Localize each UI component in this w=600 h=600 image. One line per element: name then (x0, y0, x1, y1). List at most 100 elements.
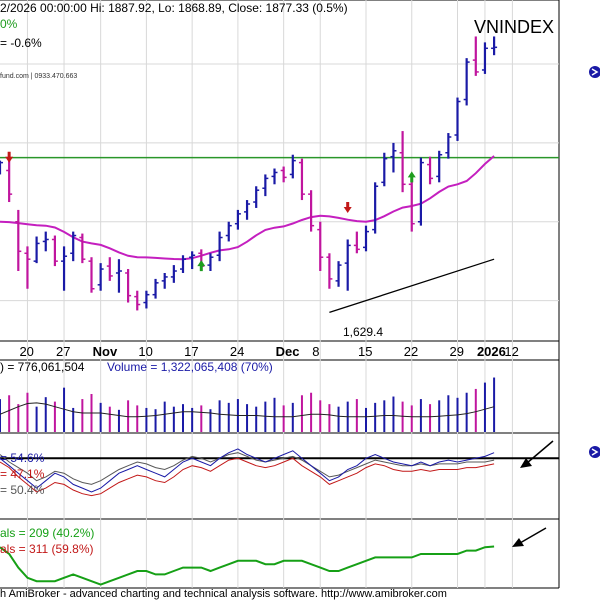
ohlc-bar (42, 231, 49, 252)
ohlc-bar (88, 257, 95, 293)
ohlc-bar (308, 190, 315, 232)
arrow-head (520, 458, 532, 468)
ohlc-bar (289, 154, 296, 179)
x-tick-label: 24 (230, 344, 244, 359)
volume-panel: ) = 776,061,504 Volume = 1,322,065,408 (… (0, 360, 496, 432)
ohlc-bar (326, 253, 333, 289)
x-tick-label: 29 (450, 344, 464, 359)
ohlc-bar (125, 269, 132, 303)
ohlc-bar (143, 290, 150, 309)
ohlc-bar (262, 174, 269, 197)
ohlc-bar (472, 36, 479, 76)
signal-arrows (5, 151, 416, 272)
x-tick-label: 17 (184, 344, 198, 359)
ohlc-bar (6, 160, 13, 203)
ohlc-bar (335, 261, 342, 287)
ohlc-bar (189, 251, 196, 270)
breadth-panel: = 54.6% = 47.1% = 50.4% (0, 440, 600, 497)
advance-decline-label: als = 311 (59.8%) (0, 542, 94, 556)
ohlc-bar (271, 168, 278, 185)
ohlc-bar (481, 42, 488, 74)
nav-arrow-circle (589, 446, 600, 458)
arrow-shaft (519, 527, 547, 544)
ohlc-bar (216, 231, 223, 262)
footer: h AmiBroker - advanced charting and tech… (0, 588, 447, 600)
panel-frames (0, 0, 560, 589)
arrow-icon (520, 440, 554, 468)
ohlc-bar (152, 278, 159, 299)
ohlc-bar (427, 156, 434, 185)
ohlc-bar (33, 236, 40, 264)
ohlc-bar (225, 221, 232, 242)
x-tick-label: 8 (312, 344, 319, 359)
buy-arrow-icon (407, 171, 416, 183)
arrow-shaft (526, 440, 554, 464)
ohlc-bar (79, 233, 86, 264)
advance-decline-panel: als = 209 (40.2%) als = 311 (59.8%) (0, 526, 547, 586)
ohlc-bar (134, 290, 141, 311)
breadth-series-line (0, 457, 495, 497)
ohlc-bar (399, 131, 406, 193)
nav-arrow-circle (589, 66, 600, 78)
ohlc-bar (180, 255, 186, 273)
sell-arrow-icon (343, 201, 352, 213)
chart-title: VNINDEX (474, 17, 554, 37)
ohlc-bar (234, 209, 241, 230)
ohlc-bar (244, 200, 251, 220)
nav-arrow-chevron (591, 68, 599, 76)
volume-average-line (0, 402, 495, 418)
gridlines (0, 0, 559, 588)
watermark: fund.com | 0933.470.663 (0, 73, 77, 80)
x-tick-label: 15 (358, 344, 372, 359)
ohlc-bar (372, 182, 379, 234)
ohlc-bar (344, 239, 351, 291)
breadth-label: = 54.6% (0, 451, 45, 465)
ohlc-bar (280, 166, 287, 183)
right-arrow-icon[interactable] (589, 446, 600, 458)
volume-average (0, 402, 495, 418)
advance-decline-labels: als = 209 (40.2%) als = 311 (59.8%) (0, 526, 94, 556)
x-tick-label: 12 (504, 344, 518, 359)
volume-bars (0, 377, 496, 432)
advance-decline-label: als = 209 (40.2%) (0, 526, 94, 540)
ohlc-bar (491, 36, 498, 56)
ohlc-bar (253, 186, 260, 208)
ohlc-bar (161, 272, 168, 289)
ohlc-bar (417, 157, 424, 226)
ohlc-bar (97, 263, 104, 291)
buy-arrow-icon (197, 260, 206, 272)
ohlc-bar (115, 259, 122, 293)
volume-header: ) = 776,061,504 (0, 360, 85, 374)
ohlc-bar (298, 158, 305, 201)
breadth-labels: = 54.6% = 47.1% = 50.4% (0, 451, 45, 497)
ohlc-bar (408, 178, 415, 232)
breadth-label: = 50.4% (0, 483, 45, 497)
x-tick-label: 20 (19, 344, 33, 359)
ohlc-bar (436, 150, 443, 183)
ohlc-bar (70, 231, 77, 262)
breadth-series-line (0, 448, 495, 493)
x-tick-label: 2026 (477, 344, 506, 359)
ohlc-bar (463, 58, 470, 106)
right-arrow-icon[interactable] (589, 66, 600, 78)
arrow-icon (512, 527, 547, 547)
ohlc-bar (15, 209, 22, 272)
breadth-label: = 47.1% (0, 467, 45, 481)
price-header: 2/2026 00:00:00 Hi: 1887.92, Lo: 1868.89… (0, 1, 348, 15)
ohlc-bar (0, 160, 3, 175)
price-subheader-1: 0% (0, 17, 18, 31)
x-tick-label: 10 (138, 344, 152, 359)
nav-arrow-chevron (591, 448, 599, 456)
ohlc-bar (390, 142, 397, 173)
ohlc-bar (353, 231, 360, 254)
arrow-head (512, 538, 524, 547)
price-annotation: 1,629.4 (343, 325, 383, 339)
x-tick-label: Dec (276, 344, 300, 359)
ohlc-bar (170, 265, 177, 283)
trend-line (329, 258, 495, 314)
x-tick-label: 22 (404, 344, 418, 359)
ohlc-bar (106, 257, 113, 281)
ohlc-bar (61, 246, 68, 291)
